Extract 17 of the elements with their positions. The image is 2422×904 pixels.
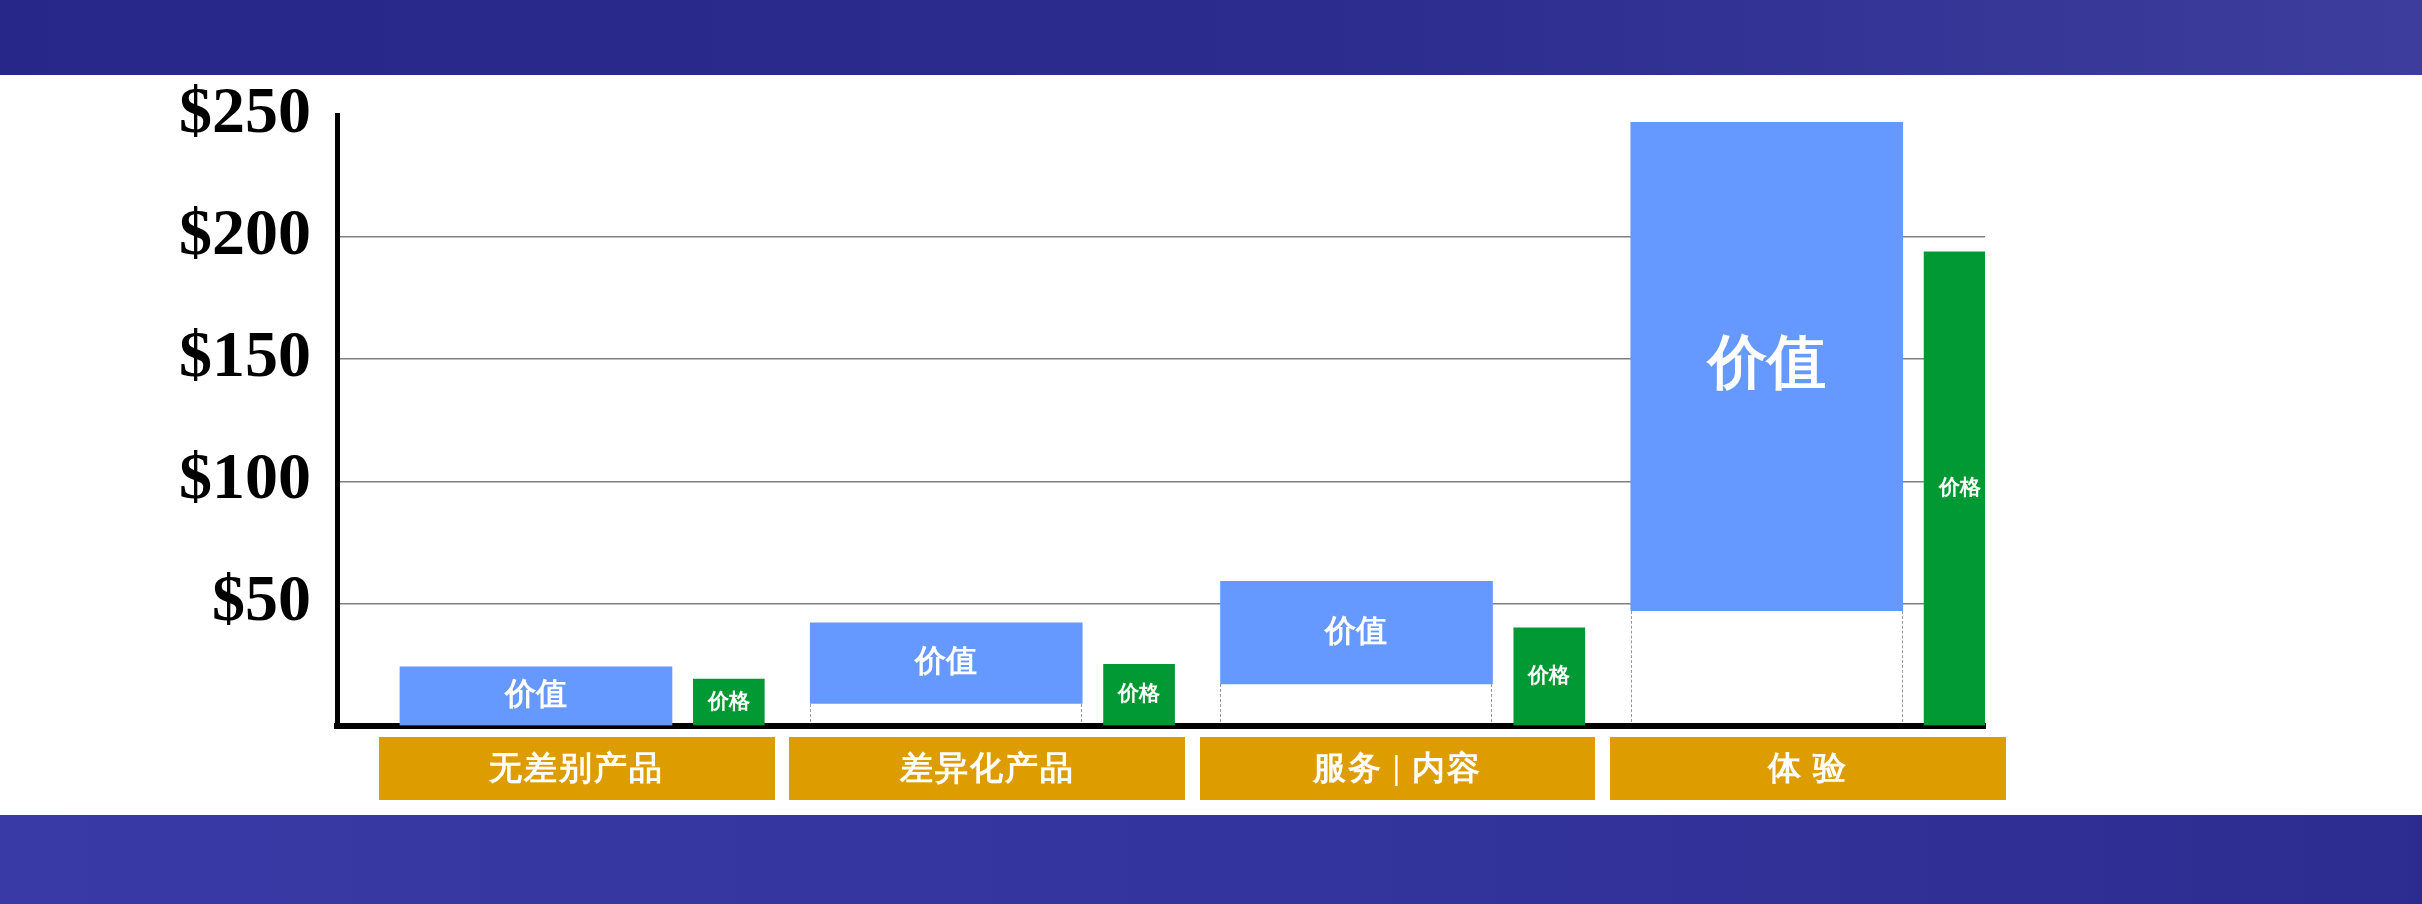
text: 价格 bbox=[1938, 475, 1981, 500]
y-tick-label: $200 bbox=[179, 195, 311, 269]
x-tick-label: 服务 | 内容 bbox=[1312, 749, 1483, 788]
text: 价值 bbox=[915, 643, 978, 679]
y-tick-label: $100 bbox=[179, 439, 311, 513]
text: 价格 bbox=[1118, 681, 1161, 706]
series-label: 价格 bbox=[706, 688, 751, 713]
text: 价值 bbox=[1707, 329, 1826, 395]
series-label: 价值 bbox=[502, 676, 567, 712]
y-tick-label: $150 bbox=[179, 317, 311, 391]
x-tick-label: 无差别产品 bbox=[489, 749, 665, 788]
text: 价格 bbox=[1528, 663, 1571, 688]
y-tick-label: $250 bbox=[179, 73, 311, 147]
text: 价值 bbox=[1325, 612, 1388, 648]
x-tick-label: 差异化产品 bbox=[899, 749, 1075, 788]
x-tick-label: 体 验 bbox=[1767, 749, 1848, 788]
y-tick-label: $50 bbox=[212, 561, 311, 635]
